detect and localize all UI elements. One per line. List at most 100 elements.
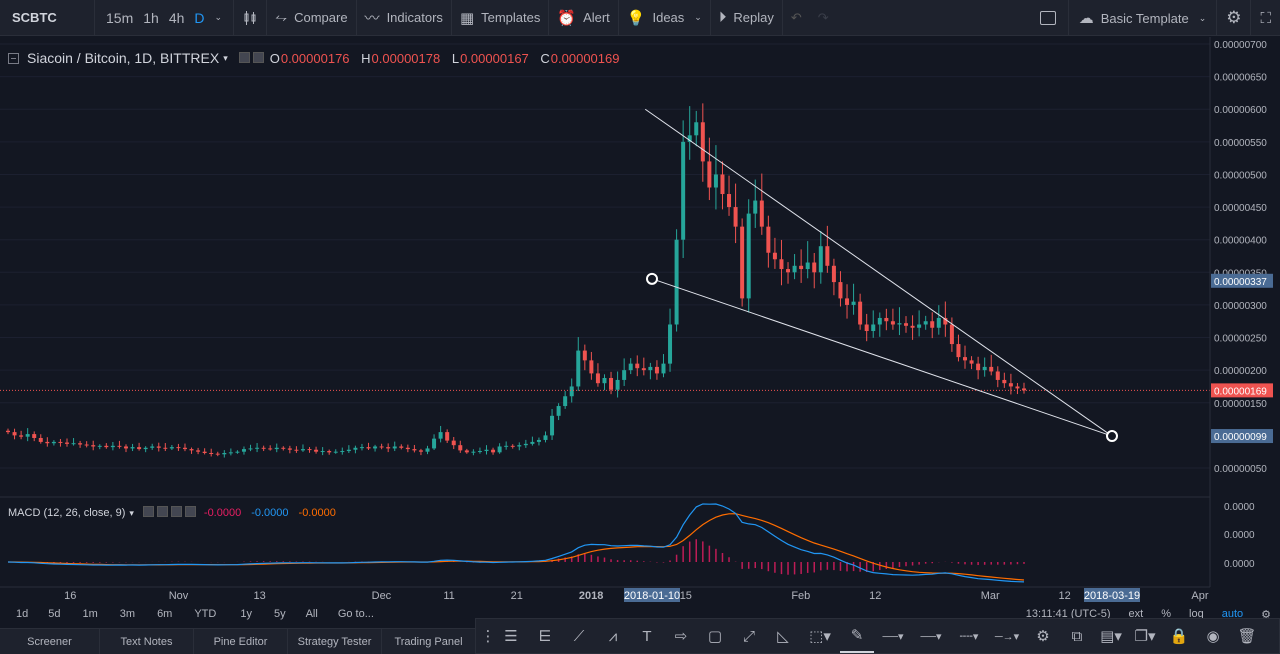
line-style-solid-icon[interactable]: ──▾ <box>882 630 904 643</box>
undo-button[interactable]: ↶ <box>783 0 810 36</box>
replay-button[interactable]: ⏵ Replay <box>711 0 782 36</box>
settings-icon[interactable] <box>156 506 168 517</box>
candle-body <box>78 443 83 445</box>
tab-screener[interactable]: Screener <box>0 628 100 654</box>
horizontal-lines-icon[interactable]: ☰ <box>504 628 518 645</box>
chevron-down-icon: ⌄ <box>694 12 702 22</box>
settings-button[interactable]: ⚙ <box>1217 0 1250 36</box>
candle-body <box>877 317 882 325</box>
eye-icon[interactable] <box>142 506 154 517</box>
candle-body <box>740 226 745 299</box>
interval-4h[interactable]: 4h <box>168 9 185 26</box>
close-icon[interactable] <box>184 506 196 517</box>
candle-body <box>130 447 135 449</box>
interval-dropdown-icon[interactable]: ⌄ <box>214 12 223 22</box>
chart-type-button[interactable] <box>234 0 266 36</box>
range-1m[interactable]: 1m <box>82 608 98 620</box>
divider <box>617 0 619 36</box>
line-end-arrow-icon[interactable]: ─→▾ <box>994 630 1020 643</box>
time-tick: Nov <box>169 590 189 602</box>
interval-1h[interactable]: 1h <box>143 9 159 26</box>
pitchfork-icon[interactable]: ⋿ <box>538 628 552 645</box>
pencil-icon[interactable]: ✎ <box>840 619 874 653</box>
trendline-price-label: 0.00000337 <box>1214 277 1267 288</box>
tab-text-notes[interactable]: Text Notes <box>100 628 194 654</box>
clone-icon[interactable]: ❐▾ <box>1134 628 1156 645</box>
price-tick: 0.00000300 <box>1214 301 1267 312</box>
arrow-icon[interactable]: ⇨ <box>674 628 688 645</box>
gear-icon[interactable]: ⚙ <box>1261 608 1271 621</box>
chart-canvas[interactable]: 0.00000700 0.00000650 0.00000600 0.00000550… <box>0 37 1280 604</box>
tab-trading-panel[interactable]: Trading Panel <box>382 628 476 654</box>
log-toggle[interactable]: log <box>1189 608 1204 620</box>
range-all[interactable]: All <box>305 608 318 620</box>
layout-button[interactable] <box>1028 0 1068 36</box>
chevron-down-icon[interactable]: ▾ <box>129 507 134 518</box>
main-legend: Siacoin / Bitcoin, 1D, BITTREX ▾ O0.00000… <box>8 50 627 66</box>
goto-date[interactable]: Go to... <box>337 608 374 620</box>
add-icon[interactable] <box>170 506 182 517</box>
auto-toggle[interactable]: auto <box>1221 608 1244 620</box>
ideas-button[interactable]: 💡 Ideas ⌄ <box>619 0 710 36</box>
tab-pine-editor[interactable]: Pine Editor <box>194 628 288 654</box>
fullscreen-button[interactable]: ⛶ <box>1251 0 1280 36</box>
select-area-icon[interactable]: ⬚▾ <box>809 628 831 645</box>
clock[interactable]: 13:11:41 (UTC-5) <box>1025 608 1111 620</box>
chart-area[interactable]: 0.00000700 0.00000650 0.00000600 0.00000550… <box>0 37 1280 604</box>
candle-body <box>864 324 869 332</box>
pattern-icon[interactable]: ⩘ <box>608 627 618 645</box>
magnet-icon[interactable]: ⧉ <box>1071 627 1083 645</box>
legend-tools <box>236 50 264 66</box>
candle-body <box>91 445 96 447</box>
lock-icon[interactable]: 🔒 <box>1169 628 1189 645</box>
time-cursor-bg <box>624 588 680 602</box>
indicators-button[interactable]: 〰 Indicators <box>357 0 451 36</box>
eye-icon[interactable]: ◉ <box>1206 628 1220 645</box>
text-icon[interactable]: T <box>642 627 652 645</box>
drag-handle-icon[interactable]: ⋮ <box>480 628 496 645</box>
tab-strategy-tester[interactable]: Strategy Tester <box>288 628 382 654</box>
rectangle-icon[interactable]: ▢ <box>707 628 723 645</box>
collapse-icon[interactable] <box>8 52 19 64</box>
layers-icon[interactable]: ▤▾ <box>1100 628 1122 645</box>
range-5d[interactable]: 5d <box>48 608 61 620</box>
line-style-dashed-icon[interactable]: ╌╌▾ <box>959 630 979 643</box>
c-value: 0.00000169 <box>550 50 620 66</box>
range-6m[interactable]: 6m <box>157 608 173 620</box>
candle-body <box>405 447 410 450</box>
compare-button[interactable]: ⥊ Compare <box>267 0 355 36</box>
range-5y[interactable]: 5y <box>273 608 286 620</box>
ext-toggle[interactable]: ext <box>1128 608 1144 620</box>
trash-icon[interactable]: 🗑 <box>1237 628 1257 645</box>
time-cursor-label: 2018-01-10 <box>624 590 680 602</box>
line-style-thin-icon[interactable]: ──▾ <box>920 630 942 643</box>
interval-d[interactable]: D <box>194 9 205 26</box>
chevron-down-icon[interactable]: ▾ <box>223 52 228 63</box>
redo-button[interactable]: ↷ <box>810 0 837 36</box>
candle-body <box>635 363 640 369</box>
trendline-icon[interactable]: ⟋ <box>573 627 585 645</box>
range-1y[interactable]: 1y <box>240 608 252 620</box>
percent-toggle[interactable]: % <box>1161 608 1172 620</box>
divider <box>709 0 711 36</box>
measure-icon[interactable]: ⤢ <box>742 627 755 645</box>
template-button[interactable]: ☁ Basic Template ⌄ <box>1069 0 1216 36</box>
symbol-search[interactable]: SCBTC <box>12 10 57 25</box>
candle-body <box>19 435 24 437</box>
gear-icon[interactable]: ⚙ <box>1036 628 1050 645</box>
candle-body <box>917 324 922 328</box>
range-ytd[interactable]: YTD <box>194 608 217 620</box>
range-3m[interactable]: 3m <box>119 608 136 620</box>
ruler-icon[interactable]: ◺ <box>777 628 789 645</box>
eye-icon[interactable] <box>238 52 250 63</box>
time-tick: 11 <box>443 590 454 602</box>
alert-button[interactable]: ⏰ Alert <box>549 0 617 36</box>
macd-title[interactable]: MACD (12, 26, close, 9) <box>8 507 126 519</box>
settings-icon[interactable] <box>252 52 264 63</box>
legend-title[interactable]: Siacoin / Bitcoin, 1D, BITTREX <box>27 50 220 66</box>
templates-button[interactable]: ▦ Templates <box>452 0 548 36</box>
range-1d[interactable]: 1d <box>16 608 29 620</box>
interval-15m[interactable]: 15m <box>106 9 134 26</box>
candle-body <box>182 447 187 450</box>
candle-body <box>235 451 240 453</box>
